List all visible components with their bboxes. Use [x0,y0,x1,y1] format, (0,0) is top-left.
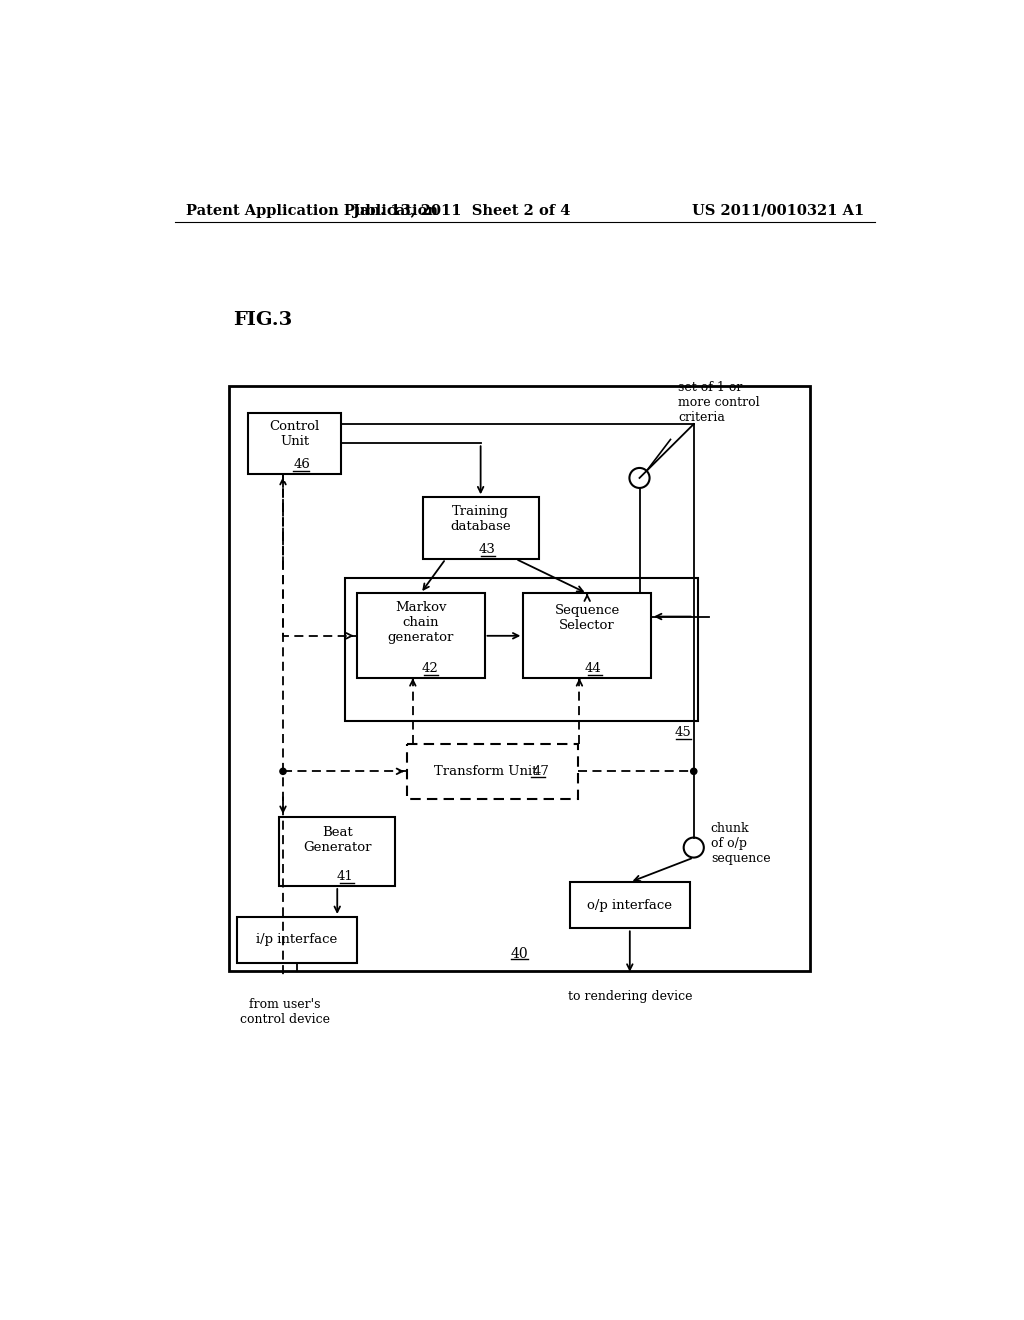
Text: Transform Unit: Transform Unit [434,764,538,777]
Text: o/p interface: o/p interface [588,899,673,912]
Text: Training
database: Training database [451,504,511,533]
Text: Control
Unit: Control Unit [269,420,319,447]
Circle shape [690,768,697,775]
Text: FIG.3: FIG.3 [232,312,292,329]
Text: Markov
chain
generator: Markov chain generator [387,601,454,644]
Text: Patent Application Publication: Patent Application Publication [186,203,438,218]
Bar [237,917,356,964]
Text: i/p interface: i/p interface [256,933,337,946]
Bar [423,498,539,558]
Text: 40: 40 [511,946,528,961]
Bar [523,594,651,678]
Text: 42: 42 [422,663,438,676]
Text: US 2011/0010321 A1: US 2011/0010321 A1 [692,203,864,218]
Bar [248,412,341,474]
Bar [569,882,690,928]
Circle shape [280,768,286,775]
Text: Sequence
Selector: Sequence Selector [555,605,620,632]
Text: 47: 47 [532,764,550,777]
Text: 41: 41 [337,870,353,883]
Text: Jan. 13, 2011  Sheet 2 of 4: Jan. 13, 2011 Sheet 2 of 4 [352,203,570,218]
Text: Beat
Generator: Beat Generator [303,826,372,854]
Bar [280,817,395,886]
Bar [407,743,578,799]
Text: 44: 44 [585,663,602,676]
Text: 43: 43 [478,543,496,556]
Text: chunk
of o/p
sequence: chunk of o/p sequence [711,822,770,865]
Text: set of 1 or
more control
criteria: set of 1 or more control criteria [678,381,760,424]
Text: from user's
control device: from user's control device [240,998,330,1026]
Bar [228,385,810,970]
Text: 46: 46 [294,458,311,471]
Bar [345,578,697,721]
Text: to rendering device: to rendering device [567,990,692,1003]
Text: 45: 45 [675,726,691,739]
Bar [356,594,484,678]
